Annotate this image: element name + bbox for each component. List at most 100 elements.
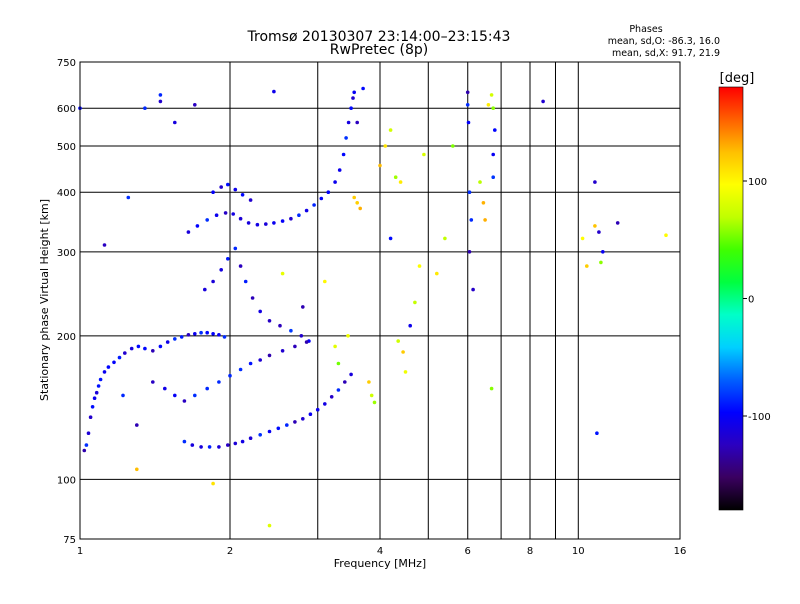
data-point xyxy=(352,195,357,200)
y-tick-label: 300 xyxy=(57,248,76,259)
data-point xyxy=(217,333,221,337)
data-point xyxy=(469,218,474,222)
stats-heading: Phases xyxy=(629,24,662,35)
data-point xyxy=(483,218,487,222)
data-point xyxy=(211,481,215,486)
colorbar-tick-label: 100 xyxy=(748,177,767,188)
data-point xyxy=(219,185,223,189)
data-point xyxy=(329,395,334,399)
x-tick-label: 4 xyxy=(377,546,383,557)
data-point xyxy=(248,436,253,441)
data-point xyxy=(398,180,403,184)
data-point xyxy=(82,448,87,453)
data-point xyxy=(388,236,393,241)
data-point xyxy=(84,443,89,447)
data-point xyxy=(289,328,293,333)
data-point xyxy=(96,384,101,388)
plot-frame xyxy=(79,61,681,540)
data-point xyxy=(193,393,197,398)
y-axis-label: Stationary phase Virtual Height [km] xyxy=(38,199,51,401)
x-tick-label: 1 xyxy=(77,546,83,557)
data-point xyxy=(173,337,177,341)
data-point xyxy=(182,399,187,403)
data-point xyxy=(163,386,167,391)
data-point xyxy=(443,236,447,241)
y-tick-label: 200 xyxy=(57,332,76,343)
data-point xyxy=(267,319,272,323)
data-point xyxy=(264,222,268,226)
data-point xyxy=(143,106,147,110)
data-point xyxy=(478,180,482,184)
data-point xyxy=(233,246,238,251)
data-point xyxy=(308,412,313,417)
data-point xyxy=(214,213,219,217)
data-point xyxy=(293,344,297,349)
data-point xyxy=(173,120,177,125)
data-point xyxy=(337,168,342,172)
data-point xyxy=(158,99,163,104)
data-point xyxy=(401,350,405,354)
data-point xyxy=(136,344,141,349)
data-point xyxy=(258,358,263,362)
data-point xyxy=(343,380,347,384)
data-point xyxy=(403,370,408,374)
data-point xyxy=(280,219,285,223)
data-point xyxy=(193,103,197,107)
data-point xyxy=(615,221,620,225)
data-point xyxy=(151,380,155,384)
y-tick-label: 750 xyxy=(57,58,76,69)
data-point xyxy=(486,103,491,107)
data-point xyxy=(312,203,316,207)
data-point xyxy=(129,346,134,351)
y-tick-label: 600 xyxy=(57,104,76,115)
data-point xyxy=(491,152,496,157)
data-point xyxy=(346,334,350,338)
data-point xyxy=(358,206,363,211)
data-point xyxy=(102,243,107,247)
data-point xyxy=(489,93,494,97)
data-point xyxy=(280,271,285,276)
data-point xyxy=(121,393,125,398)
data-point xyxy=(664,233,668,237)
data-point xyxy=(413,300,417,305)
data-point xyxy=(369,393,374,398)
data-point xyxy=(372,400,377,405)
data-point xyxy=(238,367,243,372)
data-point xyxy=(333,344,337,349)
data-point xyxy=(333,180,337,184)
data-point xyxy=(193,332,197,336)
data-point xyxy=(173,393,177,398)
data-point xyxy=(92,396,97,401)
data-point xyxy=(267,353,272,358)
data-point xyxy=(233,187,238,192)
y-tick-label: 500 xyxy=(57,142,76,153)
data-point xyxy=(493,128,497,132)
data-point xyxy=(199,445,203,449)
data-point xyxy=(451,144,455,148)
data-point xyxy=(182,439,187,444)
data-point xyxy=(211,190,215,194)
data-point xyxy=(203,287,207,292)
data-point xyxy=(299,334,304,338)
data-point xyxy=(422,152,426,157)
data-point xyxy=(346,120,351,125)
y-tick-label: 75 xyxy=(63,535,76,546)
data-point xyxy=(112,360,116,365)
data-point xyxy=(217,380,221,384)
data-point xyxy=(211,279,215,284)
data-point xyxy=(597,230,601,234)
data-point xyxy=(240,439,245,444)
chart-subtitle: RwPretec (8p) xyxy=(330,42,428,58)
data-point xyxy=(408,323,413,328)
x-tick-label: 10 xyxy=(572,546,585,557)
data-point xyxy=(326,190,331,194)
data-point xyxy=(388,128,393,132)
data-point xyxy=(102,370,107,374)
x-tick-label: 6 xyxy=(465,546,471,557)
data-point xyxy=(301,305,305,309)
x-tick-label: 2 xyxy=(227,546,233,557)
data-point xyxy=(233,441,238,446)
data-point xyxy=(465,90,470,95)
colorbar-tick-label: 0 xyxy=(748,295,754,306)
data-point xyxy=(211,332,215,336)
